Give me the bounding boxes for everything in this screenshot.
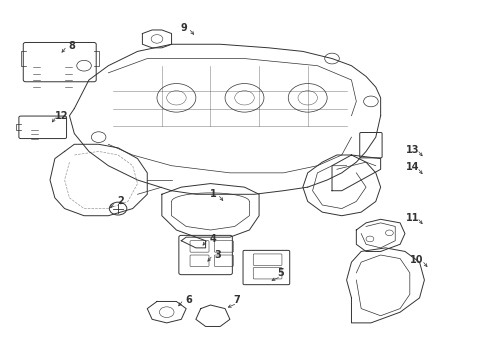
Text: 14: 14 — [405, 162, 418, 172]
Text: 6: 6 — [185, 295, 192, 305]
Text: 11: 11 — [405, 212, 418, 222]
Text: 7: 7 — [233, 295, 240, 305]
Text: 1: 1 — [209, 189, 216, 199]
Text: 9: 9 — [180, 23, 187, 33]
Text: 5: 5 — [277, 268, 284, 278]
Text: 4: 4 — [209, 234, 216, 244]
Text: 3: 3 — [214, 250, 221, 260]
Text: 8: 8 — [68, 41, 75, 51]
Text: 12: 12 — [55, 111, 69, 121]
Text: 10: 10 — [409, 255, 423, 265]
Text: 2: 2 — [117, 197, 123, 206]
Text: 13: 13 — [405, 145, 418, 155]
